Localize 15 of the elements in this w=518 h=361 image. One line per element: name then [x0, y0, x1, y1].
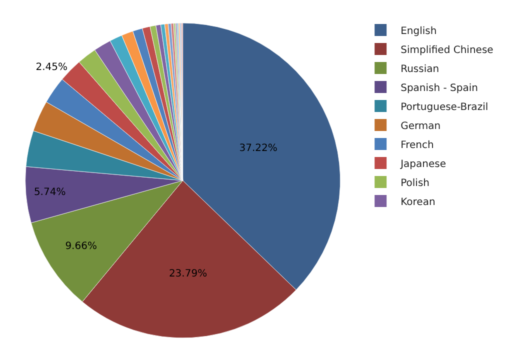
legend-label: Portuguese-Brazil	[400, 102, 488, 113]
data-label: 2.45%	[36, 62, 68, 74]
legend-label: Korean	[400, 196, 436, 208]
legend-label: English	[400, 26, 437, 37]
legend-label: Polish	[400, 178, 430, 189]
legend-label: French	[400, 140, 434, 151]
data-label: 9.66%	[65, 240, 97, 252]
data-label: 37.22%	[239, 142, 278, 154]
legend-label: Japanese	[400, 158, 446, 170]
legend-label: Simplified Chinese	[400, 44, 494, 56]
data-label: 5.74%	[34, 187, 66, 198]
legend-label: German	[400, 120, 441, 132]
legend-label: Spanish - Spain	[400, 82, 478, 94]
data-label: 23.79%	[168, 268, 208, 280]
legend-label: Russian	[400, 64, 440, 75]
